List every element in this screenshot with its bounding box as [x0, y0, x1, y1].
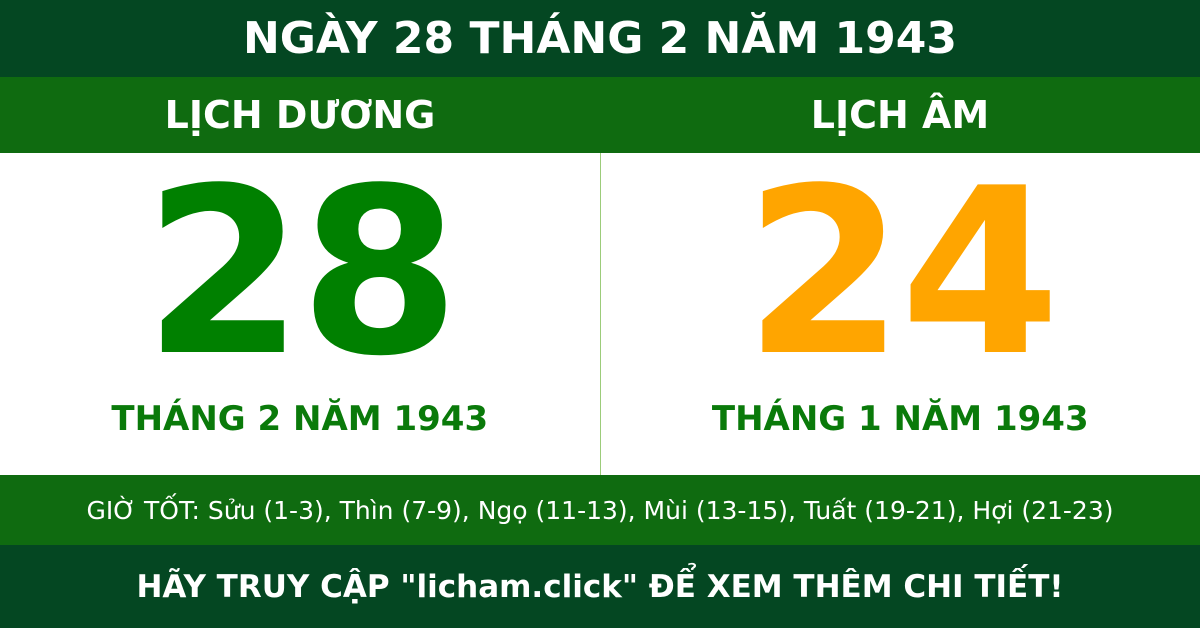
page-title: NGÀY 28 THÁNG 2 NĂM 1943	[0, 0, 1200, 77]
solar-column: 28 THÁNG 2 NĂM 1943	[0, 153, 601, 475]
lunar-day: 24	[744, 140, 1060, 407]
footer-cta: HÃY TRUY CẬP "licham.click" ĐỂ XEM THÊM …	[0, 545, 1200, 628]
lunar-header: LỊCH ÂM	[810, 93, 990, 137]
solar-day: 28	[143, 140, 460, 407]
solar-month-year: THÁNG 2 NĂM 1943	[111, 399, 489, 439]
good-hours: GIỜ TỐT: Sửu (1-3), Thìn (7-9), Ngọ (11-…	[0, 475, 1200, 545]
lunar-column: 24 THÁNG 1 NĂM 1943	[601, 153, 1200, 475]
calendar-headers: LỊCH DƯƠNG LỊCH ÂM	[0, 77, 1200, 153]
lunar-month-year: THÁNG 1 NĂM 1943	[711, 399, 1089, 439]
calendar-body: 28 THÁNG 2 NĂM 1943 24 THÁNG 1 NĂM 1943	[0, 153, 1200, 475]
solar-header: LỊCH DƯƠNG	[164, 93, 436, 137]
